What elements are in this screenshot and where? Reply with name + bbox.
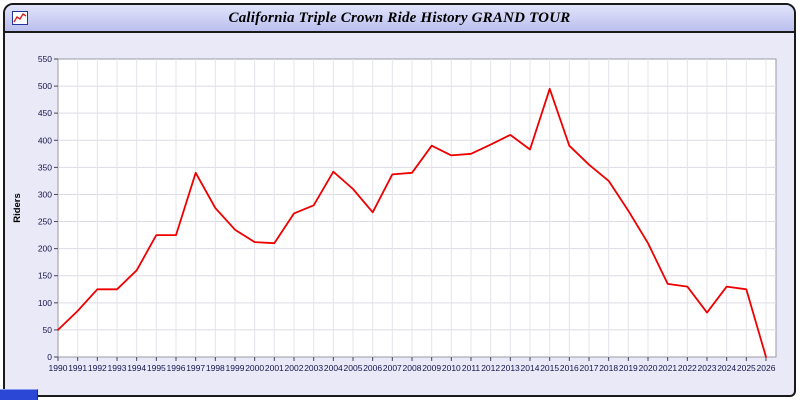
svg-text:2024: 2024 (717, 363, 736, 373)
svg-text:1995: 1995 (147, 363, 166, 373)
svg-text:2015: 2015 (540, 363, 559, 373)
svg-text:1998: 1998 (206, 363, 225, 373)
svg-text:2012: 2012 (481, 363, 500, 373)
svg-text:1997: 1997 (186, 363, 205, 373)
svg-text:2004: 2004 (324, 363, 343, 373)
svg-text:Riders: Riders (12, 193, 23, 223)
svg-text:550: 550 (38, 54, 52, 64)
svg-text:2021: 2021 (658, 363, 677, 373)
svg-text:1994: 1994 (127, 363, 146, 373)
svg-text:2018: 2018 (599, 363, 618, 373)
svg-text:2002: 2002 (285, 363, 304, 373)
svg-text:2017: 2017 (580, 363, 599, 373)
svg-text:2011: 2011 (462, 363, 481, 373)
svg-text:1993: 1993 (108, 363, 127, 373)
chart-panel: 0 50 100 150 200 250 300 350 400 450 500 550 1990 199… (5, 33, 794, 395)
title-bar: California Triple Crown Ride History GRA… (5, 5, 794, 33)
svg-text:2007: 2007 (383, 363, 402, 373)
svg-text:350: 350 (38, 162, 52, 172)
svg-text:2025: 2025 (737, 363, 756, 373)
svg-text:1992: 1992 (88, 363, 107, 373)
svg-text:2014: 2014 (521, 363, 540, 373)
svg-text:2000: 2000 (245, 363, 264, 373)
svg-text:450: 450 (38, 108, 52, 118)
svg-text:2020: 2020 (639, 363, 658, 373)
window-icon (12, 11, 28, 25)
svg-text:250: 250 (38, 217, 52, 227)
svg-text:2022: 2022 (678, 363, 697, 373)
svg-text:1990: 1990 (49, 363, 68, 373)
svg-text:2019: 2019 (619, 363, 638, 373)
svg-text:300: 300 (38, 189, 52, 199)
svg-text:400: 400 (38, 135, 52, 145)
svg-text:2013: 2013 (501, 363, 520, 373)
svg-text:1991: 1991 (68, 363, 87, 373)
svg-text:2008: 2008 (403, 363, 422, 373)
scrollbar-fragment[interactable] (0, 389, 38, 400)
svg-text:2003: 2003 (304, 363, 323, 373)
window-title: California Triple Crown Ride History GRA… (228, 9, 571, 26)
svg-text:500: 500 (38, 81, 52, 91)
svg-text:2005: 2005 (344, 363, 363, 373)
svg-text:2026: 2026 (757, 363, 776, 373)
svg-text:1996: 1996 (167, 363, 186, 373)
app-window: California Triple Crown Ride History GRA… (3, 3, 796, 397)
svg-text:2009: 2009 (422, 363, 441, 373)
svg-text:0: 0 (47, 352, 52, 362)
svg-text:2016: 2016 (560, 363, 579, 373)
svg-text:200: 200 (38, 244, 52, 254)
svg-text:2006: 2006 (363, 363, 382, 373)
svg-text:150: 150 (38, 271, 52, 281)
svg-text:2001: 2001 (265, 363, 284, 373)
svg-text:100: 100 (38, 298, 52, 308)
svg-text:50: 50 (43, 325, 53, 335)
svg-text:2010: 2010 (442, 363, 461, 373)
svg-text:2023: 2023 (698, 363, 717, 373)
svg-text:1999: 1999 (226, 363, 245, 373)
